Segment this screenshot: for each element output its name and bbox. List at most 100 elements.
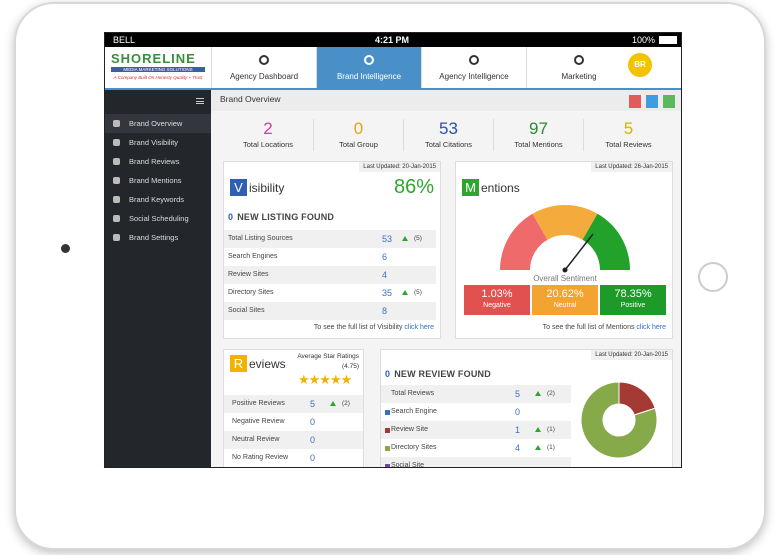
- summary-value: 53: [439, 119, 458, 138]
- sidebar-icon: [113, 234, 120, 241]
- legend-swatch: [385, 446, 390, 451]
- sidebar-item[interactable]: Brand Mentions: [105, 171, 211, 190]
- visibility-score: 86%: [393, 176, 434, 198]
- table-row: Review Site 1 (1): [381, 421, 571, 439]
- row-label: Positive Reviews: [232, 400, 285, 407]
- row-label: Review Sites: [228, 271, 269, 278]
- sidebar-icon: [113, 158, 120, 165]
- pie-slice: [580, 381, 658, 459]
- logo[interactable]: SHORELINE MEDIA MARKETING SOLUTIONS A Co…: [109, 51, 207, 85]
- nav-item[interactable]: Agency Dashboard: [211, 47, 316, 88]
- camera: [61, 244, 70, 253]
- sentiment-gauge: [500, 204, 630, 273]
- sidebar-item[interactable]: Brand Reviews: [105, 152, 211, 171]
- title-bar: Brand Overview: [211, 90, 681, 111]
- sidebar-label: Brand Mentions: [129, 176, 182, 185]
- row-label: Search Engines: [228, 253, 278, 260]
- footer: To see the full list of Mentions click h…: [543, 324, 666, 331]
- rating-label: Average Star Ratings: [297, 353, 359, 360]
- summary-item: 0 Total Group: [313, 119, 403, 151]
- sidebar-item[interactable]: Social Scheduling: [105, 209, 211, 228]
- up-arrow: [535, 427, 541, 432]
- title-initial: M: [462, 179, 479, 196]
- help-button[interactable]: [646, 95, 658, 108]
- table-row: Search Engines 6: [224, 248, 436, 266]
- sidebar-label: Brand Visibility: [129, 138, 179, 147]
- sidebar-item[interactable]: Brand Settings: [105, 228, 211, 247]
- table-row: Total Listing Sources 53 (5): [224, 230, 436, 248]
- table-row: Negative Review 0: [224, 413, 363, 431]
- row-value: 1: [515, 425, 521, 435]
- sentiment-box: 20.62% Neutral: [532, 285, 598, 315]
- row-change: (5): [414, 289, 422, 296]
- up-arrow: [402, 290, 408, 295]
- star-rating: ★★★★★: [298, 372, 352, 387]
- row-label: Negative Review: [232, 418, 285, 425]
- row-value: 5: [515, 389, 521, 399]
- row-change: (2): [547, 390, 555, 397]
- nav-icon: [469, 55, 479, 65]
- logo-name: SHORELINE: [111, 51, 196, 66]
- up-arrow: [330, 401, 336, 406]
- row-label: Search Engine: [391, 408, 437, 415]
- summary-label: Total Mentions: [514, 140, 563, 149]
- table-row: Review Sites 4: [224, 266, 436, 284]
- nav-icon: [259, 55, 269, 65]
- up-arrow: [535, 445, 541, 450]
- footer: To see the full list of Visibility click…: [314, 324, 434, 331]
- sidebar-label: Brand Overview: [129, 119, 183, 128]
- row-change: (2): [342, 400, 350, 407]
- table-row: Neutral Review 0: [224, 431, 363, 449]
- row-label: Social Site: [391, 462, 425, 468]
- row-label: Total Listing Sources: [228, 235, 293, 242]
- row-change: (1): [547, 444, 555, 451]
- table-row: Positive Reviews 5 (2): [224, 395, 363, 413]
- row-label: Review Site: [391, 426, 428, 433]
- card-title: isibility: [249, 181, 285, 195]
- row-change: (1): [547, 426, 555, 433]
- link[interactable]: click here: [636, 324, 666, 331]
- nav-item[interactable]: Marketing: [526, 47, 631, 88]
- reviews-pie: [580, 381, 658, 459]
- clock: 4:21 PM: [375, 35, 410, 45]
- sentiment-box: 1.03% Negative: [464, 285, 530, 315]
- nav-item[interactable]: Agency Intelligence: [421, 47, 526, 88]
- gauge-label: Overall Sentiment: [533, 274, 597, 283]
- sentiment-label: Neutral: [553, 302, 577, 309]
- visibility-card: Last Updated: 20-Jan-2015 V isibility 86…: [223, 161, 441, 339]
- sidebar-label: Brand Settings: [129, 233, 179, 242]
- sentiment-value: 1.03%: [481, 288, 513, 300]
- sidebar-item[interactable]: Brand Overview: [105, 114, 211, 133]
- sidebar-icon: [113, 120, 120, 127]
- pdf-button[interactable]: [629, 95, 641, 108]
- link[interactable]: click here: [404, 324, 434, 331]
- card-title: entions: [481, 181, 520, 195]
- content: Brand Overview 2 Total Locations 0 Total Gr…: [211, 90, 681, 468]
- row-label: Social Sites: [228, 307, 265, 314]
- last-updated: Last Updated: 20-Jan-2015: [359, 162, 440, 172]
- table-row: Total Reviews 5 (2): [381, 385, 571, 403]
- gauge-hub: [562, 267, 568, 273]
- sidebar-item[interactable]: Brand Keywords: [105, 190, 211, 209]
- sidebar-item[interactable]: Brand Visibility: [105, 133, 211, 152]
- home-button[interactable]: [698, 262, 728, 292]
- sidebar-label: Social Scheduling: [129, 214, 189, 223]
- row-label: Total Reviews: [391, 390, 435, 397]
- new-review: 0 NEW REVIEW FOUND: [385, 369, 491, 379]
- avatar[interactable]: BR: [628, 53, 652, 77]
- summary-value: 97: [529, 119, 548, 138]
- export-button[interactable]: [663, 95, 675, 108]
- row-value: 4: [382, 270, 388, 280]
- row-value: 6: [382, 252, 388, 262]
- row-label: No Rating Review: [232, 454, 289, 461]
- footer-text: To see the full list of Visibility: [313, 324, 403, 331]
- row-label: Directory Sites: [391, 444, 437, 451]
- nav-icon: [574, 55, 584, 65]
- summary-label: Total Locations: [242, 140, 294, 149]
- menu-icon[interactable]: [196, 98, 204, 104]
- gauge-needle: [564, 233, 594, 271]
- legend-swatch: [385, 410, 390, 415]
- page-title: Brand Overview: [220, 94, 281, 104]
- nav-item[interactable]: Brand Intelligence: [316, 47, 421, 88]
- logo-subtitle: MEDIA MARKETING SOLUTIONS: [111, 67, 205, 72]
